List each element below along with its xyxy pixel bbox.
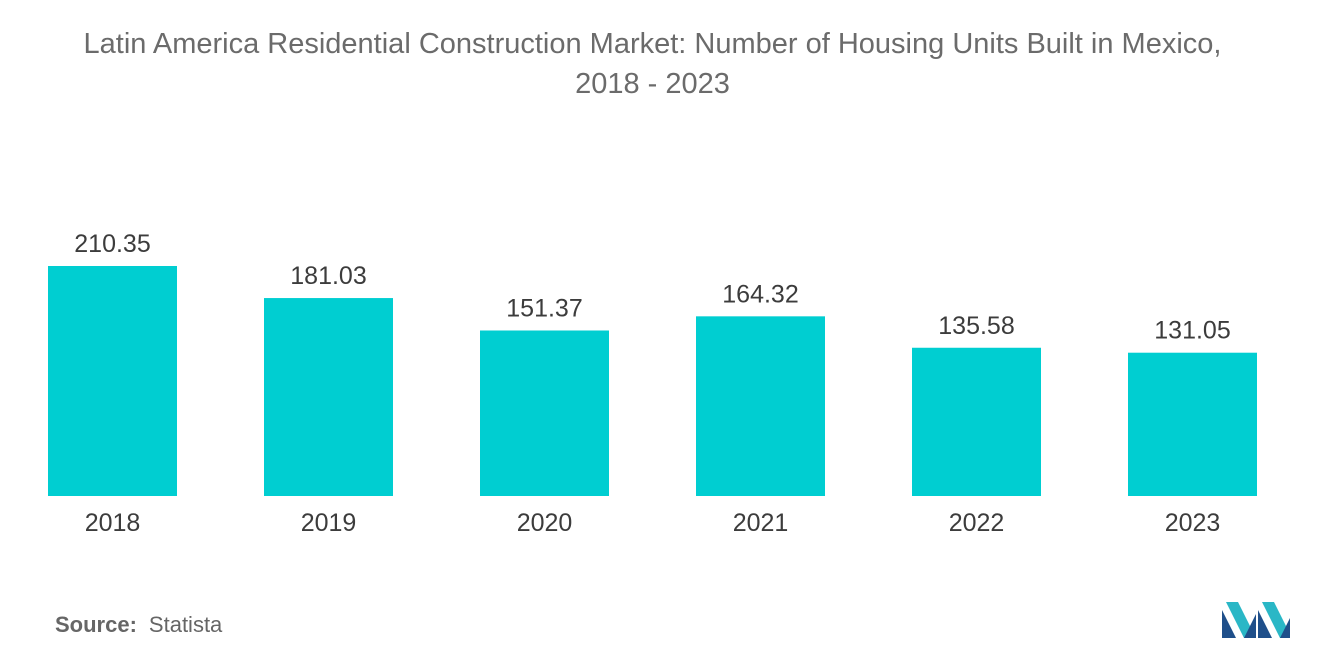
bar-2018: [48, 266, 177, 496]
value-label-2019: 181.03: [290, 262, 366, 290]
value-label-2022: 135.58: [938, 312, 1014, 340]
x-tick-label-2023: 2023: [1165, 509, 1221, 537]
x-tick-label-2020: 2020: [517, 509, 573, 537]
bar-2023: [1128, 352, 1257, 496]
chart-title-line-2: 2018 - 2023: [575, 68, 730, 100]
chart-title-line-1: Latin America Residential Construction M…: [83, 28, 1222, 60]
value-label-2020: 151.37: [506, 294, 582, 322]
value-label-2018: 210.35: [74, 230, 150, 258]
value-label-2021: 164.32: [722, 280, 798, 308]
x-tick-label-2018: 2018: [85, 509, 141, 537]
bar-2022: [912, 347, 1041, 496]
x-tick-label-2019: 2019: [301, 509, 357, 537]
x-tick-label-2021: 2021: [733, 509, 789, 537]
chart-title: Latin America Residential Construction M…: [0, 24, 1305, 104]
bar-2020: [480, 330, 609, 496]
bar-2021: [696, 316, 825, 496]
source-value: Statista: [148, 612, 223, 637]
mordor-intelligence-logo-icon: [1222, 602, 1290, 638]
source-note: Source: Statista: [55, 612, 222, 638]
value-label-2023: 131.05: [1154, 317, 1230, 345]
bar-2019: [264, 298, 393, 496]
source-label: Source:: [55, 612, 137, 637]
x-tick-label-2022: 2022: [949, 509, 1005, 537]
